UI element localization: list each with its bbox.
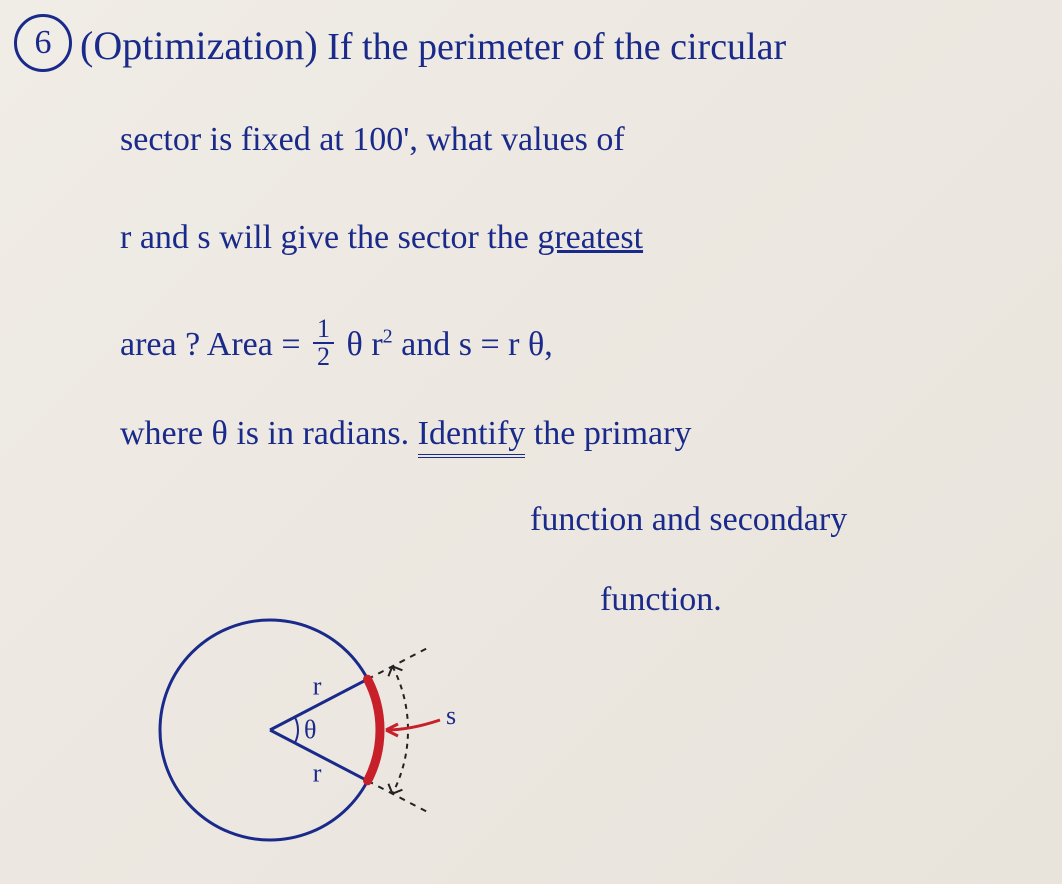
line-1: (Optimization) If the perimeter of the c…	[80, 22, 786, 71]
page: 6 (Optimization) If the perimeter of the…	[0, 0, 1062, 884]
line-3: r and s will give the sector the greates…	[120, 218, 643, 259]
fraction-den: 2	[313, 344, 334, 370]
line-6-text: function and secondary	[530, 501, 847, 538]
line-7: function.	[600, 580, 722, 621]
line-7-text: function.	[600, 581, 722, 618]
label-r-bot: r	[313, 758, 322, 787]
line-2-text: sector is fixed at 100', what values of	[120, 121, 625, 158]
optimization-word: (Optimization)	[80, 23, 318, 68]
dash-bottom	[368, 781, 430, 813]
line-6: function and secondary	[530, 500, 847, 541]
arc-s-red	[368, 679, 380, 781]
fraction-num: 1	[313, 316, 334, 344]
label-r-top: r	[313, 672, 322, 701]
one-half-fraction: 1 2	[313, 316, 334, 370]
line-5: where θ is in radians. Identify the prim…	[120, 414, 691, 455]
line-4c: and s = r θ,	[401, 326, 553, 363]
line-4: area ? Area = 1 2 θ r2 and s = r θ,	[120, 316, 553, 370]
theta-arc	[295, 717, 298, 743]
line-4b: θ r	[347, 326, 383, 363]
line-5c: the primary	[525, 415, 691, 452]
sector-diagram: r rθ s	[120, 570, 520, 870]
problem-number: 6	[35, 24, 52, 62]
greatest-word: greatest	[537, 219, 643, 256]
diagram-group: r rθ s	[160, 620, 456, 840]
problem-number-circle: 6	[14, 14, 72, 72]
dash-top	[368, 647, 430, 679]
line-5a: where θ is in radians.	[120, 415, 418, 452]
line-2: sector is fixed at 100', what values of	[120, 120, 625, 161]
identify-word: Identify	[418, 415, 526, 458]
label-theta: θ	[304, 715, 316, 744]
line-3a: r and s will give the sector the	[120, 219, 537, 256]
line-4a: area ? Area =	[120, 326, 309, 363]
exponent-2: 2	[383, 326, 393, 348]
label-s: s	[446, 701, 456, 730]
line-1-rest: If the perimeter of the circular	[327, 26, 786, 68]
